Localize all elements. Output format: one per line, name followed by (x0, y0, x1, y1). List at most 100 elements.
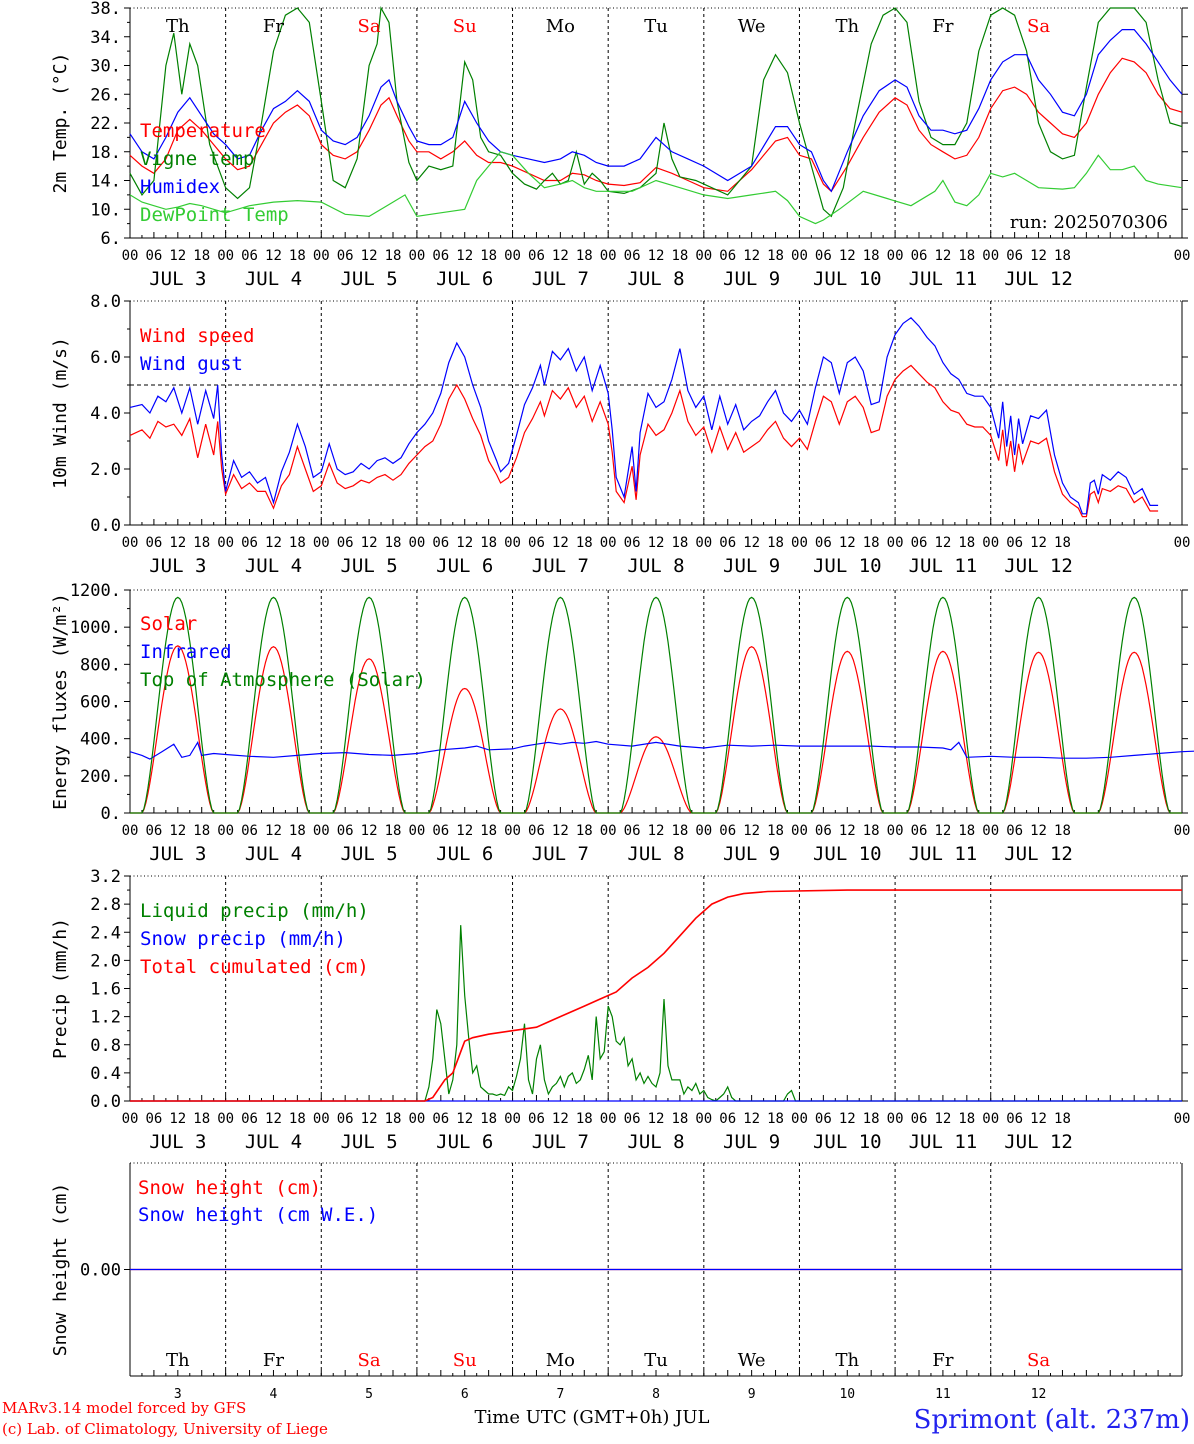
day-number-label: 7 (556, 1387, 564, 1402)
hour-tick-label: 06 (337, 1111, 354, 1127)
hour-tick-label: 06 (241, 1111, 258, 1127)
hour-tick-label: 06 (624, 535, 641, 551)
station-title: Sprimont (alt. 237m) (914, 1405, 1190, 1435)
hour-tick-label: 06 (528, 823, 545, 839)
hour-tick-label: 18 (193, 248, 210, 264)
hour-tick-label: 18 (767, 248, 784, 264)
day-of-week-label: Sa (1027, 16, 1050, 37)
date-label: JUL 4 (245, 1131, 302, 1153)
hour-tick-label: 00 (600, 1111, 617, 1127)
y-tick-label: 1200. (70, 581, 121, 601)
date-label: JUL 5 (340, 843, 397, 865)
hour-tick-label: 00 (313, 1111, 330, 1127)
hour-tick-label: 12 (1030, 1111, 1047, 1127)
day-of-week-label: Fr (932, 16, 953, 37)
hour-tick-label: 00 (982, 248, 999, 264)
hour-tick-label: 00 (1174, 248, 1191, 264)
hour-tick-label: 00 (408, 535, 425, 551)
hour-tick-label: 06 (432, 823, 449, 839)
hour-tick-label: 12 (1030, 535, 1047, 551)
date-label: JUL 3 (149, 268, 206, 290)
y-tick-label: 0. (101, 804, 121, 824)
date-label: JUL 4 (245, 268, 302, 290)
hour-tick-label: 06 (1006, 535, 1023, 551)
hour-tick-label: 12 (1030, 823, 1047, 839)
hour-tick-label: 00 (313, 535, 330, 551)
hour-tick-label: 12 (934, 248, 951, 264)
hour-tick-label: 06 (145, 248, 162, 264)
hour-tick-label: 00 (408, 823, 425, 839)
day-number-label: 10 (839, 1387, 855, 1402)
date-label: JUL 8 (627, 1131, 684, 1153)
hour-tick-label: 18 (576, 248, 593, 264)
y-tick-label: 8.0 (90, 292, 121, 312)
hour-tick-label: 12 (169, 1111, 186, 1127)
y-tick-label: 2.0 (90, 460, 121, 480)
hour-tick-label: 00 (600, 248, 617, 264)
hour-tick-label: 06 (432, 248, 449, 264)
y-tick-label: 22. (90, 114, 121, 134)
hour-tick-label: 00 (600, 535, 617, 551)
hour-tick-label: 18 (767, 535, 784, 551)
hour-tick-label: 00 (122, 1111, 139, 1127)
series-line-infrared (129, 740, 1194, 760)
hour-tick-label: 00 (982, 535, 999, 551)
hour-tick-label: 12 (552, 248, 569, 264)
y-tick-label: 0.8 (90, 1036, 121, 1056)
hour-tick-label: 12 (648, 1111, 665, 1127)
series-line-dewpoint-temp (129, 151, 1183, 225)
hour-tick-label: 06 (1006, 1111, 1023, 1127)
chart-panel-5: 0.00 Snow height (cm) Snow height (cm) Snow… (50, 1162, 1183, 1377)
day-number-label: 12 (1031, 1387, 1047, 1402)
day-of-week-label-bottom: Sa (1027, 1350, 1050, 1371)
y-tick-label: 200. (80, 767, 121, 787)
hour-tick-label: 06 (1006, 823, 1023, 839)
y-tick-label: 1.6 (90, 980, 121, 1000)
hour-tick-label: 18 (863, 823, 880, 839)
date-label: JUL 12 (1004, 555, 1073, 577)
hour-tick-label: 00 (217, 248, 234, 264)
chart-panel-3: 0. 200. 400. 600. 800. 1000. 1200.Energy fluxe… (50, 581, 1194, 865)
date-label: JUL 5 (340, 1131, 397, 1153)
series-line-temperature (129, 57, 1183, 193)
hour-tick-label: 00 (695, 823, 712, 839)
hour-tick-label: 00 (504, 823, 521, 839)
y-tick-label: 38. (90, 0, 121, 19)
hour-tick-label: 18 (289, 823, 306, 839)
hour-tick-label: 06 (815, 535, 832, 551)
hour-tick-label: 18 (958, 535, 975, 551)
hour-tick-label: 00 (122, 535, 139, 551)
hour-tick-label: 18 (863, 1111, 880, 1127)
hour-tick-label: 12 (743, 1111, 760, 1127)
hour-tick-label: 06 (624, 1111, 641, 1127)
date-label: JUL 7 (532, 555, 589, 577)
y-tick-label: 0.4 (90, 1064, 121, 1084)
hour-tick-label: 18 (958, 248, 975, 264)
day-of-week-label-bottom: Tu (644, 1350, 668, 1371)
hour-tick-label: 06 (241, 823, 258, 839)
legend-entry: Snow precip (mm/h) (140, 928, 346, 950)
hour-tick-label: 18 (480, 535, 497, 551)
hour-tick-label: 06 (624, 823, 641, 839)
hour-tick-label: 18 (480, 823, 497, 839)
y-tick-label: 3.2 (90, 867, 121, 887)
day-number-label: 8 (652, 1387, 660, 1402)
date-label: JUL 9 (723, 268, 780, 290)
y-axis-label: 2m Temp. (°C) (50, 53, 71, 194)
hour-tick-label: 06 (337, 248, 354, 264)
hour-tick-label: 00 (887, 535, 904, 551)
date-label: JUL 6 (436, 843, 493, 865)
hour-tick-label: 06 (911, 1111, 928, 1127)
date-label: JUL 6 (436, 268, 493, 290)
hour-tick-label: 00 (791, 823, 808, 839)
hour-tick-label: 00 (695, 1111, 712, 1127)
y-tick-label: 10. (90, 200, 121, 220)
hour-tick-label: 00 (217, 535, 234, 551)
hour-tick-label: 06 (528, 535, 545, 551)
series-line-top-of-atmosphere-solar- (130, 596, 1182, 814)
day-of-week-label-bottom: Fr (263, 1350, 284, 1371)
hour-tick-label: 12 (552, 535, 569, 551)
day-of-week-label: Sa (358, 16, 381, 37)
y-tick-label: 26. (90, 85, 121, 105)
legend-entry: Snow height (cm W.E.) (138, 1204, 378, 1226)
